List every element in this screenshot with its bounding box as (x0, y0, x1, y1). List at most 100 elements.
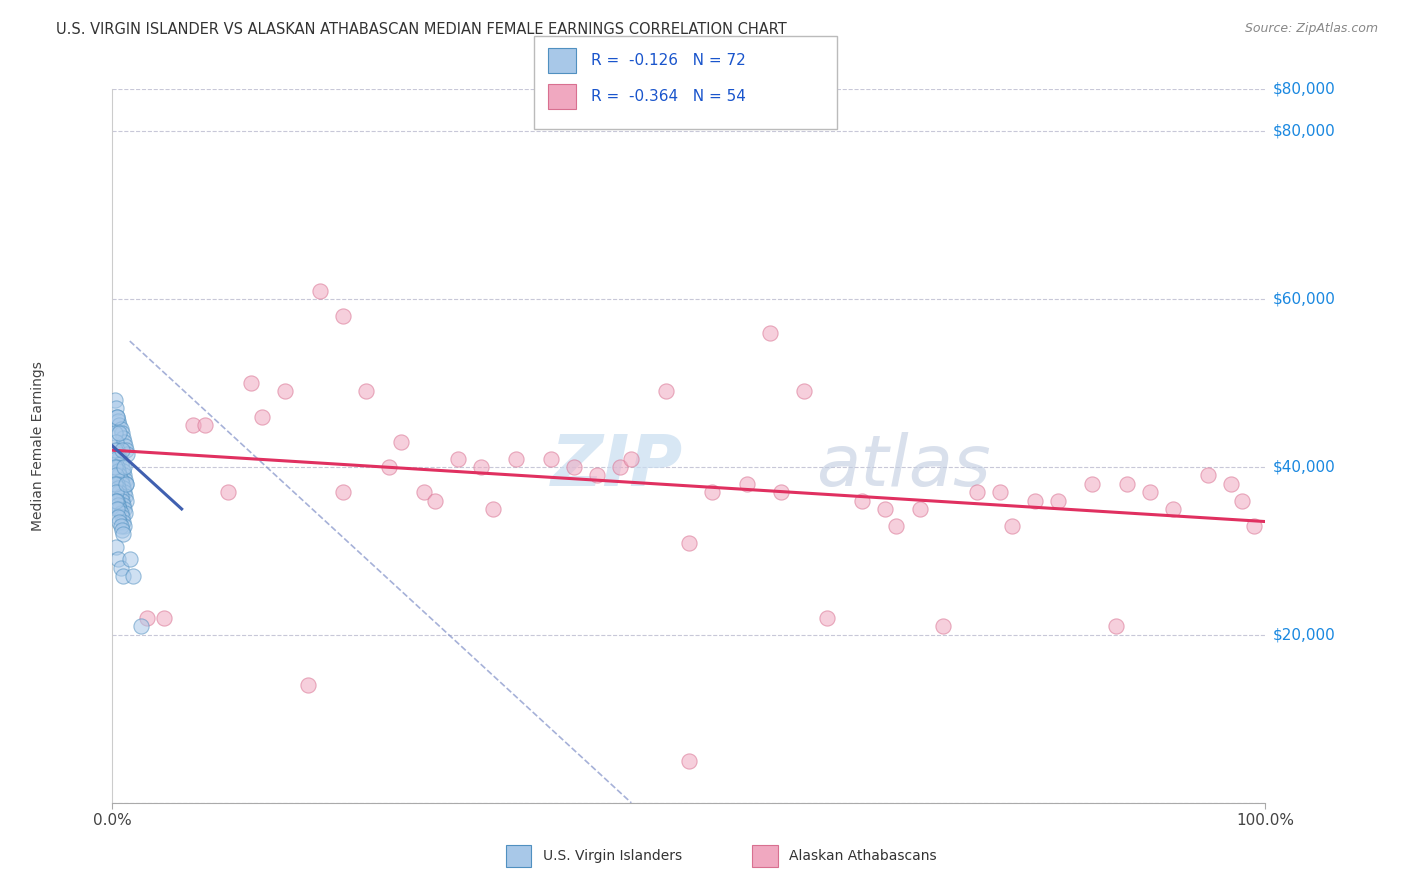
Point (114, 506, 136, 520)
Point (122, 569, 145, 583)
Point (105, 476, 128, 491)
Point (129, 619, 153, 633)
Point (620, 451, 643, 466)
Point (425, 493, 447, 508)
Point (110, 456, 132, 470)
Point (1046, 493, 1069, 508)
Point (108, 515, 131, 529)
Point (105, 493, 128, 508)
Point (115, 476, 138, 491)
Point (136, 611, 159, 625)
Point (412, 485, 434, 500)
Point (115, 493, 138, 508)
Point (111, 464, 134, 478)
Point (108, 485, 131, 500)
Point (110, 518, 132, 533)
Point (482, 502, 505, 516)
Point (104, 392, 127, 407)
Point (540, 451, 562, 466)
Point (447, 451, 470, 466)
Text: ZIP: ZIP (551, 433, 683, 501)
Text: Source: ZipAtlas.com: Source: ZipAtlas.com (1244, 22, 1378, 36)
Text: $80,000: $80,000 (1272, 82, 1336, 96)
Point (107, 414, 129, 428)
Point (104, 460, 127, 475)
Point (111, 426, 134, 441)
Point (908, 502, 931, 516)
Point (332, 485, 354, 500)
Point (470, 460, 492, 475)
Point (389, 434, 412, 449)
Point (1232, 493, 1254, 508)
Point (104, 476, 127, 491)
Point (111, 476, 134, 491)
Point (239, 376, 262, 390)
Point (378, 460, 401, 475)
Point (770, 485, 793, 500)
Point (1001, 518, 1024, 533)
Point (1161, 502, 1184, 516)
Point (111, 498, 134, 512)
Point (107, 481, 129, 495)
Point (815, 611, 838, 625)
Point (108, 502, 131, 516)
Text: Alaskan Athabascans: Alaskan Athabascans (789, 849, 936, 863)
Point (107, 498, 129, 512)
Point (1081, 476, 1104, 491)
Text: R =  -0.126   N = 72: R = -0.126 N = 72 (591, 54, 745, 68)
Point (1243, 518, 1265, 533)
Point (252, 409, 274, 424)
Point (104, 434, 127, 449)
Point (793, 384, 815, 399)
Point (297, 678, 319, 692)
Point (505, 451, 527, 466)
Point (966, 485, 988, 500)
Point (655, 384, 678, 399)
Point (108, 426, 131, 441)
Point (585, 468, 607, 483)
Point (1024, 493, 1046, 508)
Point (988, 485, 1011, 500)
Point (115, 443, 138, 458)
Point (112, 485, 135, 500)
Text: Median Female Earnings: Median Female Earnings (31, 361, 45, 531)
Point (118, 552, 141, 566)
Point (112, 468, 135, 483)
Point (1104, 619, 1126, 633)
Point (108, 417, 131, 432)
Point (111, 515, 134, 529)
Text: atlas: atlas (815, 433, 990, 501)
Point (110, 473, 132, 487)
Point (104, 443, 127, 458)
Point (105, 460, 128, 475)
Point (1197, 468, 1219, 483)
Point (110, 422, 132, 436)
Point (111, 569, 134, 583)
Point (678, 754, 700, 768)
Point (107, 464, 129, 478)
Point (111, 481, 134, 495)
Text: $60,000: $60,000 (1272, 292, 1336, 307)
Point (194, 417, 217, 432)
Point (111, 443, 134, 458)
Point (111, 510, 134, 524)
Point (678, 535, 700, 549)
Point (609, 460, 631, 475)
Point (105, 409, 128, 424)
Point (931, 619, 953, 633)
Point (217, 485, 239, 500)
Point (181, 417, 204, 432)
Point (114, 489, 136, 503)
Point (309, 284, 332, 298)
Point (110, 489, 132, 503)
Point (117, 447, 139, 461)
Point (107, 510, 129, 524)
Point (1139, 485, 1161, 500)
Point (873, 502, 896, 516)
Text: U.S. VIRGIN ISLANDER VS ALASKAN ATHABASCAN MEDIAN FEMALE EARNINGS CORRELATION CH: U.S. VIRGIN ISLANDER VS ALASKAN ATHABASC… (56, 22, 787, 37)
Point (115, 476, 138, 491)
Point (105, 443, 128, 458)
Point (112, 502, 135, 516)
Point (111, 527, 134, 541)
Point (758, 326, 780, 340)
